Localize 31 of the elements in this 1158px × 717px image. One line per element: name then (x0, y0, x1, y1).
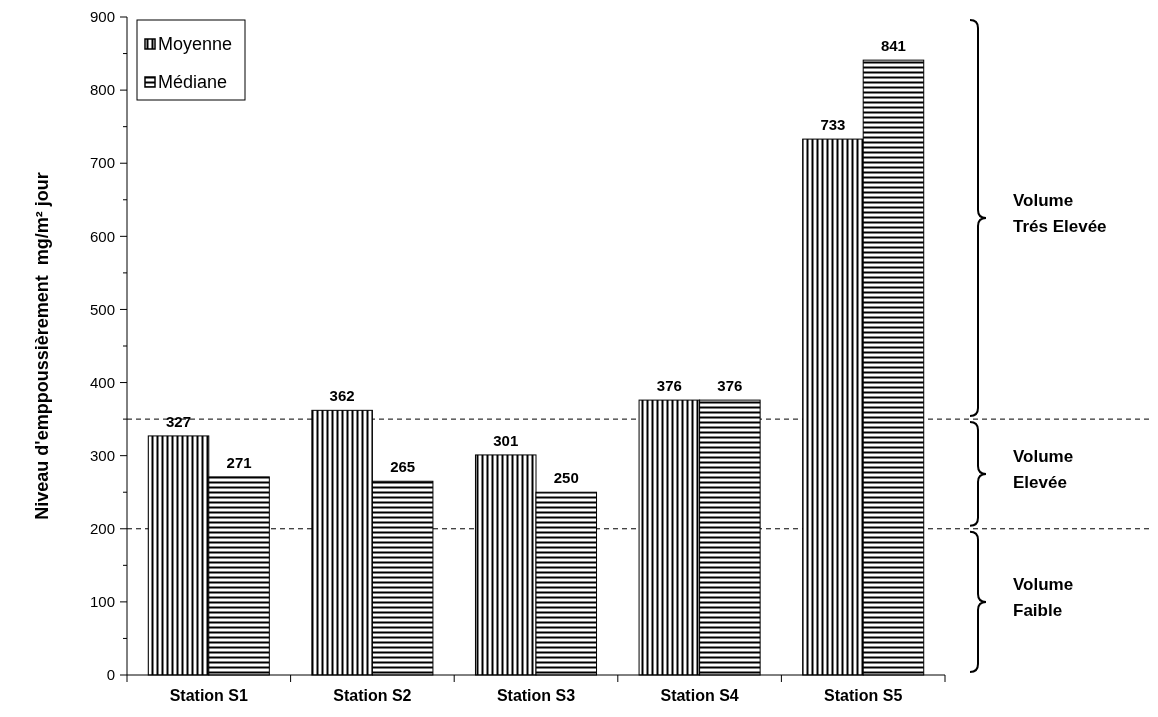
y-tick-label: 500 (89, 300, 115, 318)
data-label: 327 (166, 412, 192, 430)
text: Volume Faible (1013, 574, 1074, 620)
y-tick-label: 400 (89, 373, 115, 391)
x-tick-label: Station S3 (496, 687, 576, 704)
y-axis-title: Niveau d'emppoussièrement mg/m² jour (32, 172, 52, 520)
y-tick-label: 200 (89, 520, 115, 538)
data-label: 271 (226, 453, 252, 471)
data-label: 376 (717, 377, 743, 395)
x-tick-label: Station S4 (660, 687, 739, 704)
data-label: 376 (656, 377, 682, 395)
data-label: 362 (329, 387, 355, 405)
legend-label: Moyenne (158, 34, 233, 55)
data-label: 733 (820, 116, 846, 134)
x-tick-label: Station S5 (824, 687, 903, 704)
legend-label: Médiane (158, 72, 228, 93)
x-tick-label: Station S1 (169, 687, 249, 704)
y-tick-label: 900 (89, 8, 115, 26)
data-label: 301 (493, 431, 519, 449)
data-label: 265 (390, 458, 416, 476)
y-tick-label: 0 (106, 666, 115, 684)
x-tick-label: Station S2 (333, 687, 412, 704)
y-tick-label: 300 (89, 446, 115, 464)
y-tick-label: 800 (89, 81, 115, 99)
y-tick-label: 100 (89, 593, 115, 611)
text: Volume Elevée (1013, 446, 1074, 492)
y-tick-label: 700 (89, 154, 115, 172)
data-label: 250 (553, 469, 579, 487)
y-tick-label: 600 (89, 227, 115, 245)
text: Volume Trés Elevée (1013, 191, 1107, 237)
data-label: 841 (880, 37, 906, 55)
